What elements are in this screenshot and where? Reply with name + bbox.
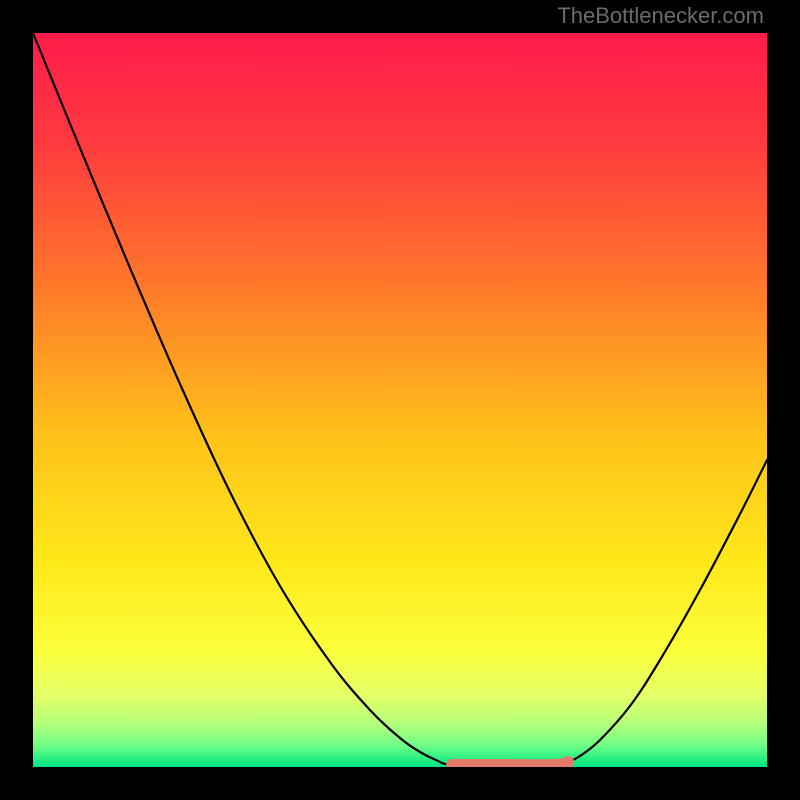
curve-path xyxy=(33,33,767,765)
watermark-text: TheBottlenecker.com xyxy=(557,3,764,29)
accent-optimal-range xyxy=(452,762,568,765)
bottleneck-curve xyxy=(33,33,767,767)
chart-frame: TheBottlenecker.com xyxy=(0,0,800,800)
plot-area xyxy=(33,33,767,767)
